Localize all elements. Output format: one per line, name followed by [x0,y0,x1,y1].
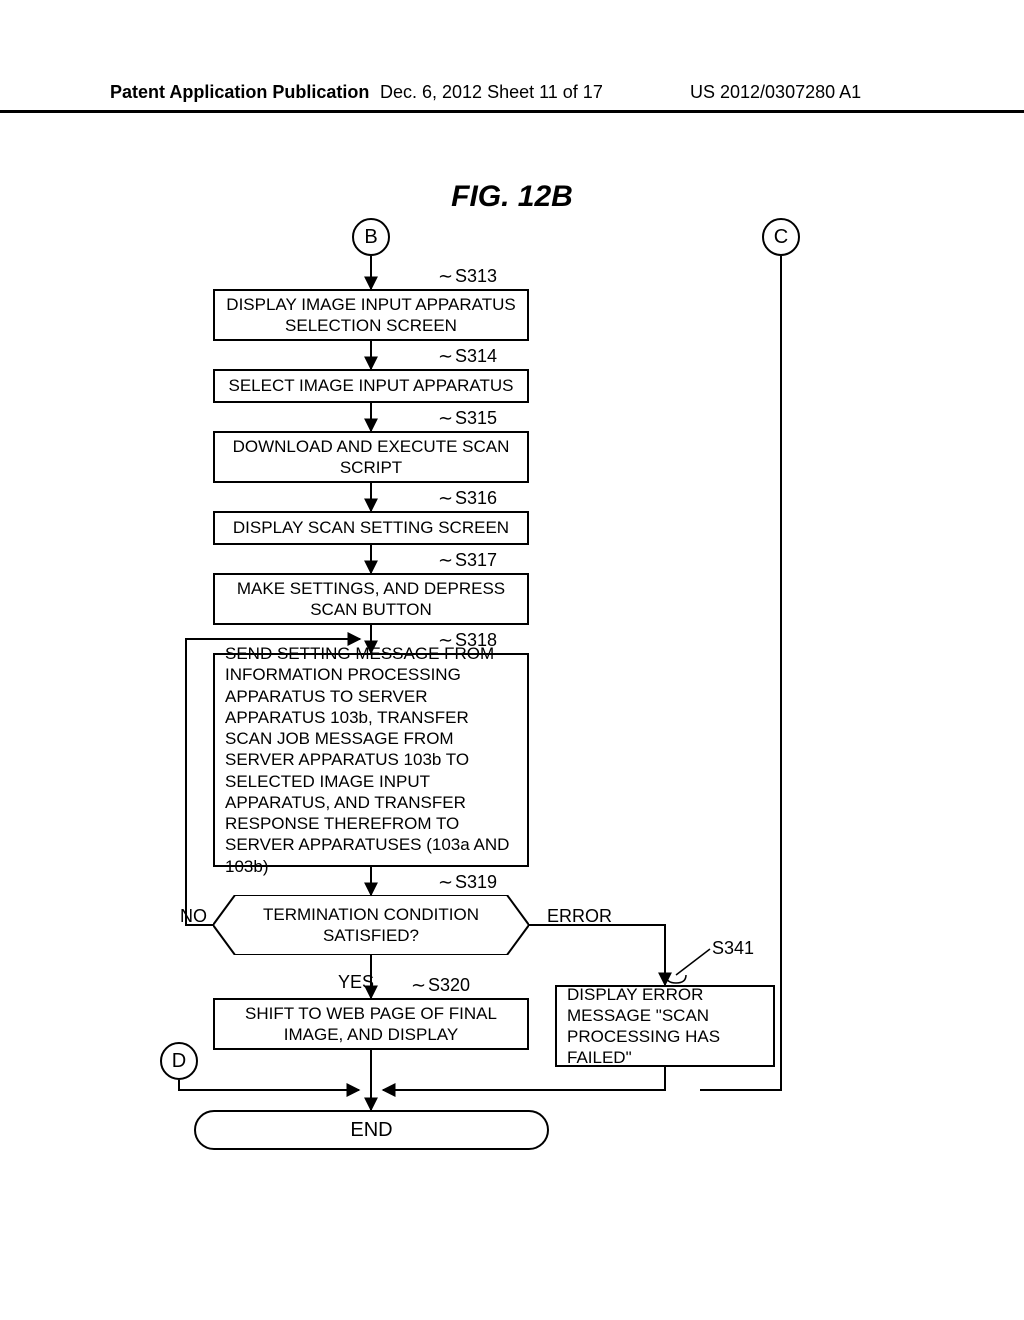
label-s314: S314 [455,346,497,367]
tilde-s316: ∼ [438,488,453,509]
step-s318-box: SEND SETTING MESSAGE FROM INFORMATION PR… [213,653,529,867]
decision-s319: TERMINATION CONDITION SATISFIED? [213,895,529,955]
step-s315-text: DOWNLOAD AND EXECUTE SCAN SCRIPT [215,436,527,479]
label-s341: S341 [712,938,754,959]
label-s315: S315 [455,408,497,429]
step-s314-box: SELECT IMAGE INPUT APPARATUS [213,369,529,403]
step-s313-text: DISPLAY IMAGE INPUT APPARATUS SELECTION … [215,294,527,337]
step-s317-text: MAKE SETTINGS, AND DEPRESS SCAN BUTTON [215,578,527,621]
decision-s319-text: TERMINATION CONDITION SATISFIED? [241,904,501,947]
header-right-text: US 2012/0307280 A1 [690,82,861,103]
header-rule [0,110,1024,113]
connector-b: B [352,218,390,256]
step-s317-box: MAKE SETTINGS, AND DEPRESS SCAN BUTTON [213,573,529,625]
tilde-s315: ∼ [438,408,453,429]
figure-title: FIG. 12B [0,180,1024,214]
label-s316: S316 [455,488,497,509]
header-left-text: Patent Application Publication [110,82,369,103]
label-s317: S317 [455,550,497,571]
edge-label-yes: YES [338,972,374,993]
terminator-end-text: END [350,1119,392,1142]
tilde-s319: ∼ [438,872,453,893]
connector-d: D [160,1042,198,1080]
edge-label-error: ERROR [547,906,612,927]
step-s341-text: DISPLAY ERROR MESSAGE "SCAN PROCESSING H… [567,984,763,1069]
step-s315-box: DOWNLOAD AND EXECUTE SCAN SCRIPT [213,431,529,483]
label-s320: S320 [428,975,470,996]
tilde-s317: ∼ [438,550,453,571]
step-s320-text: SHIFT TO WEB PAGE OF FINAL IMAGE, AND DI… [215,1003,527,1046]
edge-label-no: NO [180,906,207,927]
tilde-s318: ∼ [438,630,453,651]
tilde-s314: ∼ [438,346,453,367]
header-center-text: Dec. 6, 2012 Sheet 11 of 17 [380,82,603,103]
step-s318-text: SEND SETTING MESSAGE FROM INFORMATION PR… [225,643,517,877]
step-s316-box: DISPLAY SCAN SETTING SCREEN [213,511,529,545]
label-s313: S313 [455,266,497,287]
step-s314-text: SELECT IMAGE INPUT APPARATUS [229,375,514,396]
step-s316-text: DISPLAY SCAN SETTING SCREEN [233,517,509,538]
step-s341-box: DISPLAY ERROR MESSAGE "SCAN PROCESSING H… [555,985,775,1067]
tilde-s320: ∼ [411,975,426,996]
connector-c: C [762,218,800,256]
tilde-s313: ∼ [438,266,453,287]
label-s319: S319 [455,872,497,893]
step-s313-box: DISPLAY IMAGE INPUT APPARATUS SELECTION … [213,289,529,341]
terminator-end: END [194,1110,549,1150]
label-s318: S318 [455,630,497,651]
step-s320-box: SHIFT TO WEB PAGE OF FINAL IMAGE, AND DI… [213,998,529,1050]
page-root: Patent Application Publication Dec. 6, 2… [0,0,1024,1320]
